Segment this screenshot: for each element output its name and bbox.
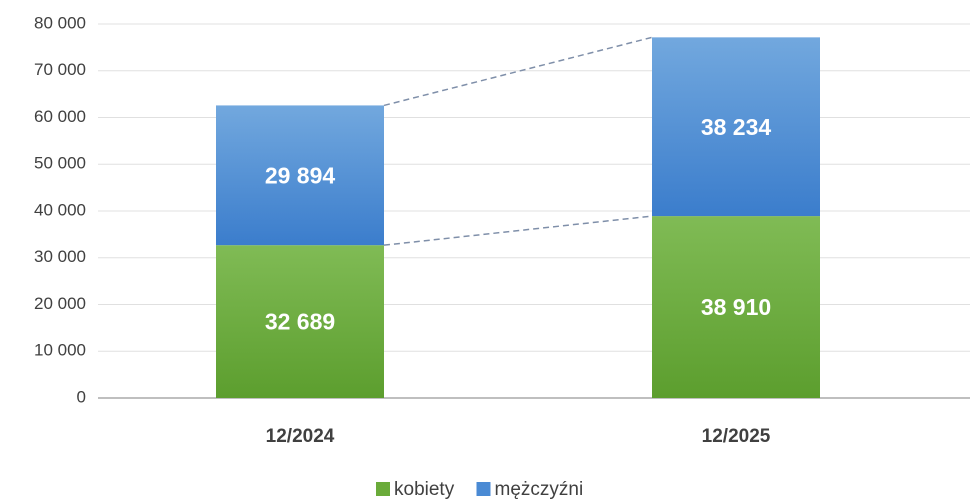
data-label: 29 894	[265, 162, 336, 188]
bar-segment	[652, 216, 820, 398]
bar-segment	[652, 37, 820, 217]
y-tick-label: 40 000	[34, 200, 86, 219]
data-label: 38 234	[701, 114, 772, 140]
y-tick-label: 10 000	[34, 341, 86, 360]
bar-segment	[216, 245, 384, 398]
y-tick-label: 80 000	[34, 13, 86, 32]
legend-label: mężczyźni	[495, 479, 584, 500]
y-tick-label: 0	[77, 387, 86, 406]
bar-segment	[216, 105, 384, 246]
y-tick-label: 20 000	[34, 294, 86, 313]
legend-swatch	[476, 482, 491, 496]
legend-label: kobiety	[394, 479, 455, 500]
legend-swatch	[376, 482, 390, 496]
y-tick-label: 70 000	[34, 60, 86, 79]
y-tick-label: 60 000	[34, 107, 86, 126]
y-tick-label: 50 000	[34, 154, 86, 173]
series-line	[383, 36, 653, 107]
x-tick-label: 12/2024	[266, 426, 335, 447]
series-line	[383, 215, 653, 246]
y-tick-label: 30 000	[34, 247, 86, 266]
data-label: 32 689	[265, 309, 335, 335]
data-label: 38 910	[701, 294, 771, 320]
x-tick-label: 12/2025	[702, 426, 771, 447]
